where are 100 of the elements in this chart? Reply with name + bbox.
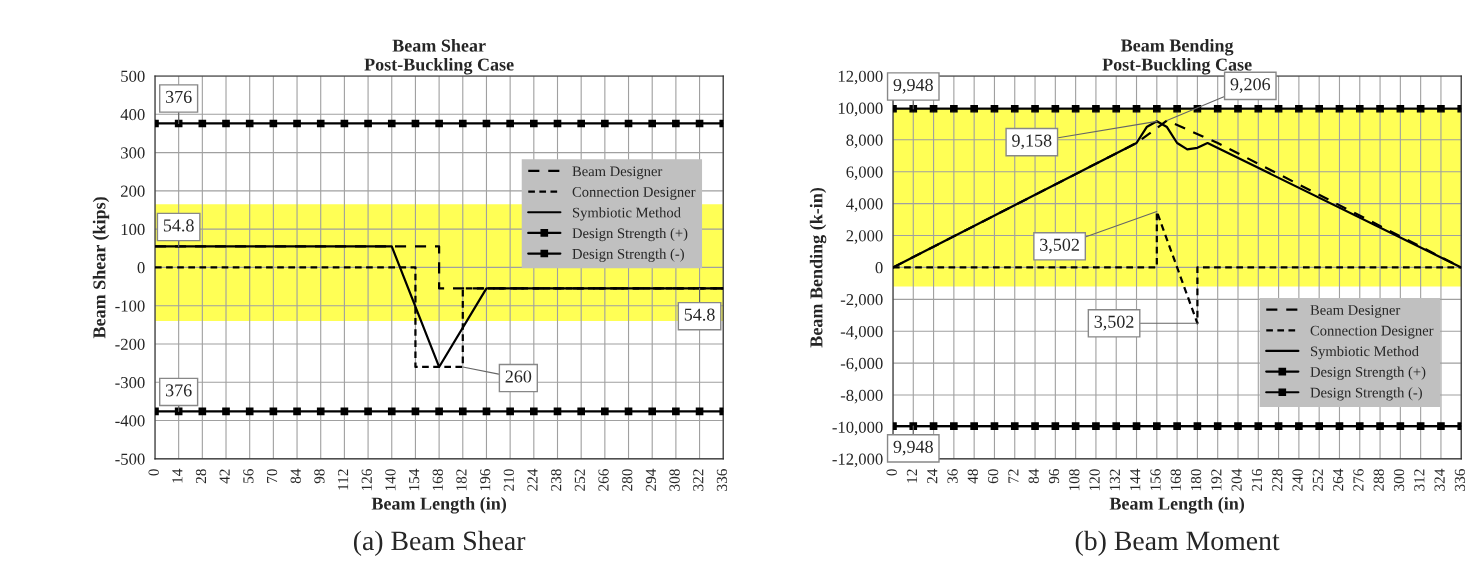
x-tick-label: 336 <box>1454 469 1466 491</box>
x-tick-label: 42 <box>219 469 230 484</box>
x-tick-label: 266 <box>598 469 609 491</box>
y-tick-label: 300 <box>121 147 145 159</box>
annotation: 9,948 <box>893 440 933 456</box>
text: (b) Beam Moment <box>1075 530 1280 556</box>
y-tick-label: -6,000 <box>840 357 883 372</box>
x-tick-label: 112 <box>337 469 349 490</box>
x-tick-label: 240 <box>1292 469 1303 491</box>
x-tick-label: 252 <box>1312 469 1323 491</box>
annotation: 3,502 <box>1094 315 1134 331</box>
x-tick-label: 308 <box>669 469 680 491</box>
x-tick-label: 168 <box>1170 469 1181 491</box>
legend-label: Symbiotic Method <box>572 207 681 221</box>
y-tick-label: -2,000 <box>840 294 883 308</box>
annotation: 54.8 <box>163 219 194 232</box>
x-tick-label: 84 <box>290 468 301 484</box>
y-tick-label: 400 <box>120 108 145 121</box>
x-tick-label: 140 <box>385 469 396 491</box>
x-tick-label: 144 <box>1130 468 1141 491</box>
annotation: 260 <box>505 370 532 383</box>
x-tick-label: 56 <box>243 469 254 483</box>
y-tick-label: -400 <box>115 415 145 427</box>
y-tick-label: 0 <box>875 262 883 274</box>
x-tick-label: 276 <box>1353 469 1364 491</box>
x-axis-title: Beam Length (in) <box>1109 497 1245 514</box>
x-tick-label: 48 <box>967 469 978 484</box>
y-tick-label: -200 <box>115 338 145 350</box>
x-tick-label: 336 <box>716 469 728 491</box>
legend-label: Design Strength (+) <box>572 227 688 242</box>
y-tick-label: -10,000 <box>832 421 883 436</box>
x-tick-label: 96 <box>1048 469 1060 484</box>
y-tick-label: 100 <box>121 223 145 236</box>
x-tick-label: 300 <box>1393 469 1405 491</box>
x-tick-label: 182 <box>456 469 467 491</box>
x-tick-label: 154 <box>409 468 420 491</box>
x-tick-label: 156 <box>1150 469 1161 491</box>
y-tick-label: 2,000 <box>846 230 883 244</box>
y-tick-label: -500 <box>115 453 145 465</box>
annotation: 376 <box>165 384 192 397</box>
x-tick-label: 196 <box>480 469 491 491</box>
y-tick-label: 10,000 <box>838 102 883 117</box>
text: (a) Beam Shear <box>353 530 526 556</box>
x-tick-label: 168 <box>432 469 443 491</box>
y-tick-label: 12,000 <box>838 70 883 85</box>
x-tick-label: 280 <box>622 469 633 491</box>
y-tick-label: 0 <box>137 262 145 274</box>
y-tick-label: 6,000 <box>846 166 883 181</box>
x-tick-label: 126 <box>361 469 372 491</box>
x-tick-label: 210 <box>503 469 514 491</box>
y-tick-label: 500 <box>121 70 145 82</box>
annotation: 9,158 <box>1012 134 1052 150</box>
x-tick-label: 312 <box>1414 469 1425 491</box>
x-tick-label: 238 <box>551 469 562 491</box>
x-tick-label: 288 <box>1373 469 1384 491</box>
x-tick-label: 204 <box>1231 468 1242 491</box>
y-tick-label: 8,000 <box>846 134 883 149</box>
legend-label: Design Strength (-) <box>572 248 684 262</box>
chart-title: Beam Shear Post-Buckling Case <box>364 39 514 75</box>
annotation: 376 <box>165 90 192 103</box>
chart-title: Beam Bending Post-Buckling Case <box>1102 38 1252 75</box>
legend-label: Symbiotic Method <box>1310 345 1419 360</box>
x-tick-label: 324 <box>1434 468 1445 491</box>
x-tick-label: 60 <box>987 469 999 484</box>
x-tick-label: 28 <box>195 469 207 484</box>
x-tick-label: 120 <box>1089 469 1100 491</box>
x-tick-label: 294 <box>645 468 657 491</box>
x-tick-label: 192 <box>1211 469 1222 491</box>
annotation: 3,502 <box>1040 238 1079 254</box>
annotation: 54.8 <box>684 308 715 321</box>
x-tick-label: 224 <box>527 468 538 491</box>
x-tick-label: 216 <box>1251 469 1263 491</box>
x-tick-label: 252 <box>574 469 585 491</box>
legend-label: Connection Designer <box>572 187 696 200</box>
y-tick-label: -4,000 <box>840 325 883 340</box>
x-axis-title: Beam Length (in) <box>371 497 507 514</box>
y-tick-label: -100 <box>115 300 145 312</box>
x-tick-label: 84 <box>1028 468 1039 484</box>
x-tick-label: 0 <box>886 469 897 476</box>
x-tick-label: 24 <box>927 468 938 484</box>
x-tick-label: 108 <box>1069 469 1080 491</box>
legend-label: Design Strength (-) <box>1310 387 1422 401</box>
y-tick-label: 200 <box>120 185 145 197</box>
x-tick-label: 12 <box>906 469 917 483</box>
x-tick-label: 322 <box>693 469 704 491</box>
x-tick-label: 98 <box>314 469 325 484</box>
legend-label: Design Strength (+) <box>1310 366 1426 380</box>
x-tick-label: 70 <box>266 469 278 483</box>
y-axis-title: Beam Shear (kips) <box>92 197 110 339</box>
x-tick-label: 36 <box>947 469 958 484</box>
y-tick-label: -12,000 <box>832 453 883 468</box>
x-tick-label: 180 <box>1190 469 1202 491</box>
x-tick-label: 0 <box>148 469 159 476</box>
y-axis-title: Beam Bending (k-in) <box>809 187 827 348</box>
legend-label: Beam Designer <box>572 166 663 180</box>
x-tick-label: 14 <box>172 468 183 483</box>
legend-label: Connection Designer <box>1310 325 1434 339</box>
x-tick-label: 228 <box>1272 469 1283 491</box>
y-tick-label: -300 <box>115 376 145 389</box>
y-tick-label: -8,000 <box>840 389 883 404</box>
